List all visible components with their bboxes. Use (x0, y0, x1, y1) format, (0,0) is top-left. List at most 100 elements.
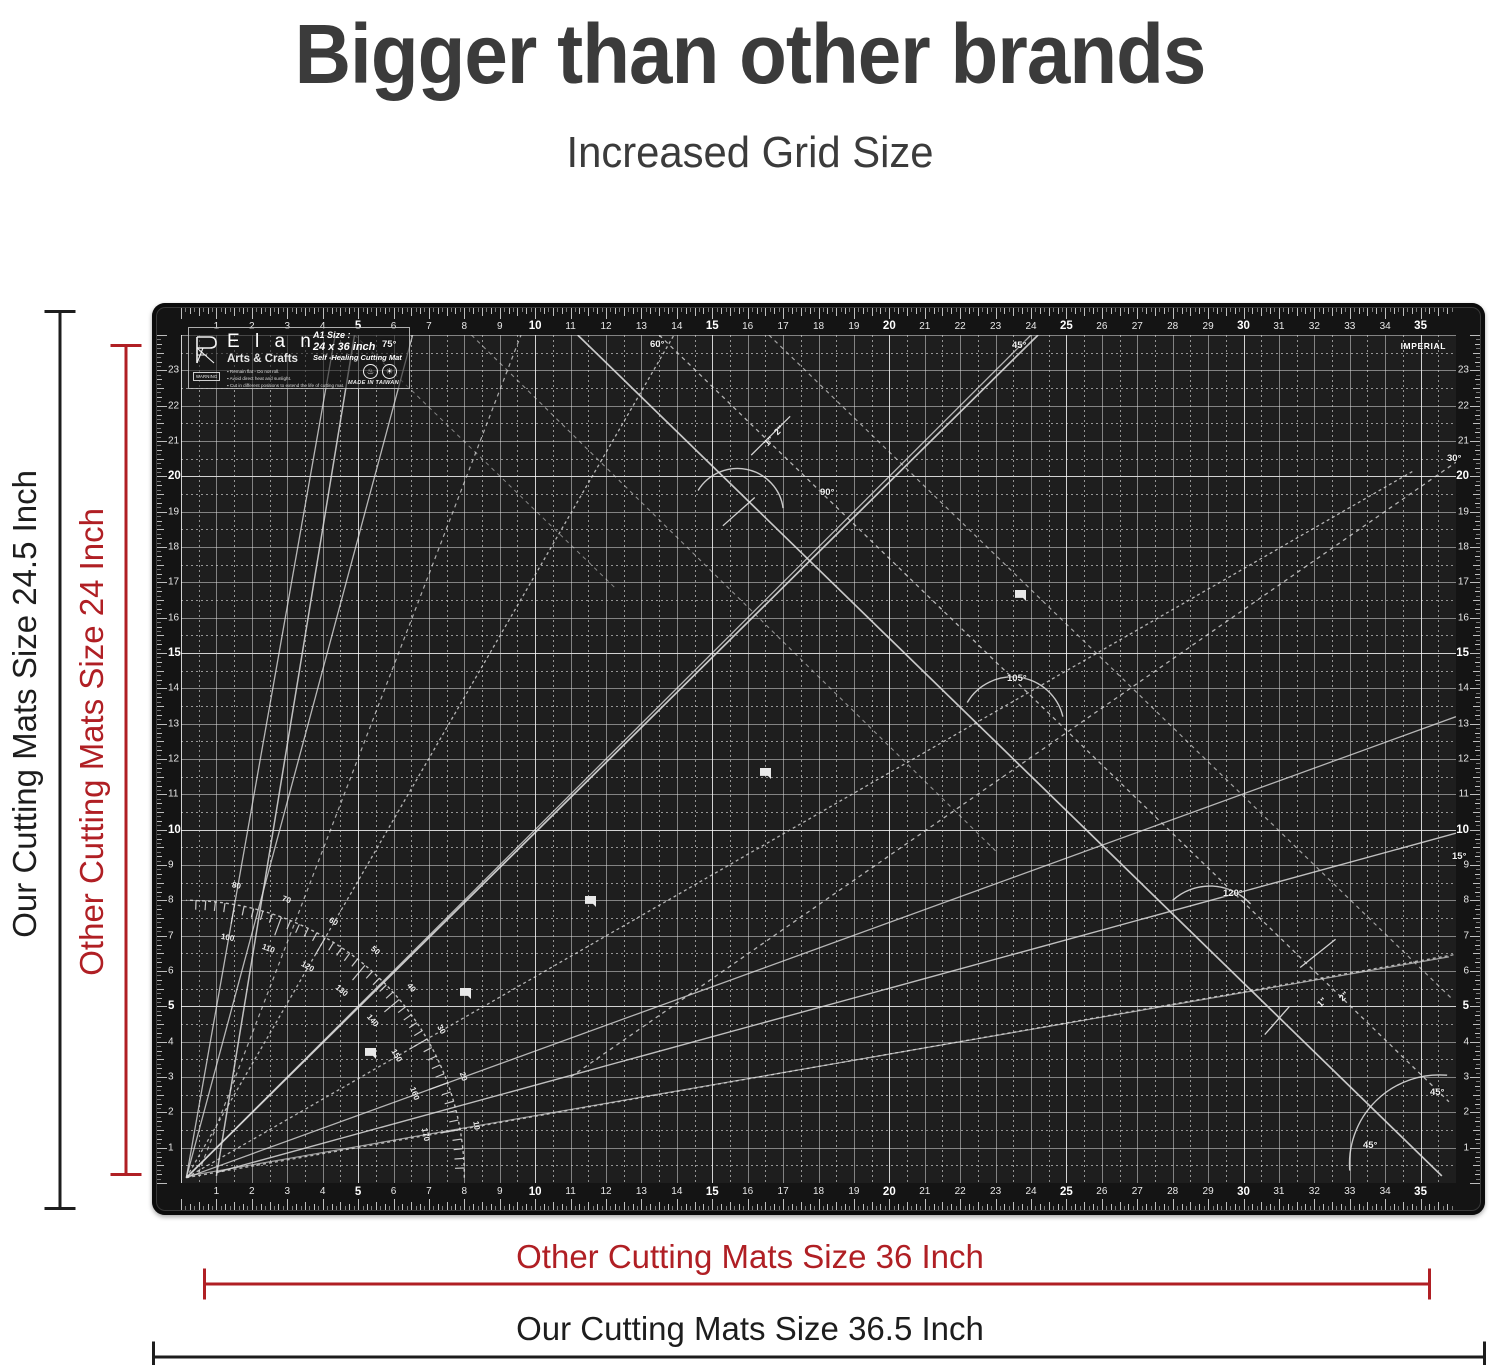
ruler-tick (1476, 683, 1480, 685)
ruler-tick (504, 1206, 506, 1210)
ruler-tick (743, 308, 745, 312)
grid-line (181, 335, 182, 1183)
ruler-tick (1470, 335, 1480, 336)
ruler-tick (322, 1199, 324, 1210)
ruler-tick (1274, 1206, 1276, 1210)
ruler-tick (1345, 308, 1347, 312)
ruler-tick (1470, 723, 1480, 725)
ruler-tick (1092, 1204, 1094, 1210)
ruler-tick (1243, 1199, 1245, 1210)
ruler-tick (1101, 1199, 1103, 1210)
ruler-tick (157, 458, 164, 460)
measure-stem (203, 1282, 1431, 1285)
ruler-tick (340, 1202, 342, 1210)
ruler-left: 1 2 3 4 5 6 7 8 9 10 11 12 13 14 15 16 17 18 19 20 21 22 23 (157, 308, 181, 1210)
ruler-tick (1476, 710, 1480, 712)
ruler-tick (229, 1206, 231, 1210)
ruler-tick (1416, 308, 1418, 312)
brand-name: E l a n (227, 331, 316, 352)
ruler-tick (544, 1204, 546, 1210)
guide-line (198, 335, 522, 1173)
ruler-tick (858, 1206, 860, 1210)
ruler-tick (371, 1206, 373, 1210)
ruler-tick (269, 1202, 271, 1210)
grid-line (1101, 335, 1103, 1183)
ruler-tick (157, 392, 161, 394)
ruler-tick (707, 308, 709, 312)
ruler-tick (157, 962, 162, 964)
guide-line (365, 971, 373, 979)
ruler-label-h-34: 34 (1379, 1186, 1391, 1197)
grid-line (1349, 335, 1351, 1183)
ruler-tick (1256, 1206, 1258, 1210)
ruler-tick (157, 600, 164, 601)
ruler-tick (1470, 1006, 1480, 1008)
ruler-tick (672, 308, 674, 312)
grid-line (1402, 335, 1404, 1183)
ruler-label-h-28: 28 (1167, 1186, 1179, 1197)
ruler-tick (157, 1174, 162, 1176)
guide-line (315, 937, 326, 955)
ruler-tick (712, 308, 714, 319)
guide-line (351, 958, 358, 967)
ruler-tick (747, 308, 749, 319)
ruler-tick (1380, 308, 1382, 312)
ruler-label-v-5: 5 (1462, 1000, 1469, 1013)
ruler-tick (1070, 1206, 1072, 1210)
ruler-tick (1433, 1206, 1435, 1210)
ruler-tick (1420, 308, 1422, 319)
ruler-tick (659, 308, 661, 316)
ruler-tick (366, 1204, 368, 1210)
ruler-tick (1212, 1206, 1214, 1210)
ruler-tick (614, 308, 616, 314)
grid-line (694, 335, 696, 1183)
ruler-tick (157, 432, 162, 434)
ruler-tick (791, 308, 793, 314)
ruler-tick (1475, 944, 1480, 946)
ruler-tick (570, 308, 572, 319)
ruler-tick (433, 1206, 435, 1210)
ruler-tick (157, 423, 164, 425)
ruler-tick (499, 1199, 501, 1210)
ruler-tick (1101, 308, 1103, 319)
ruler-tick (157, 365, 161, 367)
ruler-tick (1476, 489, 1480, 491)
ruler-tick (1154, 308, 1156, 316)
ruler-tick (1475, 873, 1480, 875)
ruler-tick (157, 511, 167, 513)
ruler-tick (1475, 485, 1480, 487)
grid-line (1119, 335, 1121, 1183)
ruler-tick (1097, 1206, 1099, 1210)
care-instruction-3: Cut in different positions to extend the… (227, 382, 344, 389)
guide-line (768, 335, 1453, 1000)
ruler-tick (893, 308, 895, 312)
ruler-tick (880, 308, 882, 314)
ruler-tick (1475, 1032, 1480, 1034)
ruler-tick (1476, 1072, 1480, 1074)
ruler-tick (157, 728, 161, 730)
ruler-tick (157, 1077, 167, 1078)
ruler-tick (1476, 1054, 1480, 1056)
guide-line (385, 991, 394, 999)
measure-stem (58, 310, 61, 1210)
grid-line (641, 335, 643, 1183)
ruler-tick (889, 1199, 891, 1210)
ruler-tick (1476, 1116, 1480, 1118)
ruler-tick (1475, 909, 1480, 911)
ruler-tick (973, 308, 975, 312)
ruler-tick (530, 1206, 532, 1210)
ruler-tick (1476, 524, 1480, 526)
ruler-label-h-16: 16 (742, 1186, 754, 1197)
ruler-tick (157, 1037, 161, 1039)
ruler-tick (157, 1160, 161, 1162)
ruler-tick (840, 308, 842, 312)
ruler-tick (1008, 308, 1010, 312)
ruler-tick (495, 308, 497, 312)
ruler-tick (1088, 1206, 1090, 1210)
ruler-tick (207, 308, 209, 314)
ruler-tick (238, 308, 240, 312)
ruler-tick (800, 1202, 802, 1210)
other-height-measure-bar (110, 344, 141, 1176)
ruler-label-h-14: 14 (671, 1186, 683, 1197)
ruler-tick (291, 308, 293, 312)
